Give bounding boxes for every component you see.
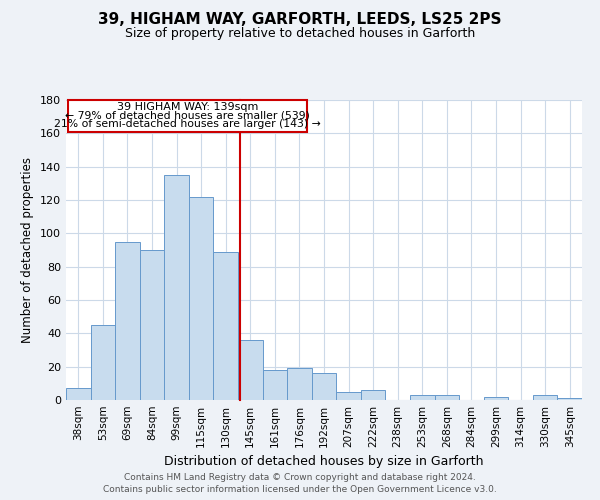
X-axis label: Distribution of detached houses by size in Garforth: Distribution of detached houses by size … (164, 456, 484, 468)
Bar (238, 340, 263, 400)
Text: Contains HM Land Registry data © Crown copyright and database right 2024.: Contains HM Land Registry data © Crown c… (124, 472, 476, 482)
Bar (557, 398, 582, 400)
Bar (214, 252, 238, 400)
Bar (140, 250, 164, 400)
Text: Contains public sector information licensed under the Open Government Licence v3: Contains public sector information licen… (103, 485, 497, 494)
Bar (410, 395, 434, 400)
Bar (66, 388, 91, 400)
Text: ← 79% of detached houses are smaller (539): ← 79% of detached houses are smaller (53… (65, 111, 310, 121)
Bar (312, 374, 336, 400)
Text: 21% of semi-detached houses are larger (143) →: 21% of semi-detached houses are larger (… (54, 119, 321, 129)
Text: 39, HIGHAM WAY, GARFORTH, LEEDS, LS25 2PS: 39, HIGHAM WAY, GARFORTH, LEEDS, LS25 2P… (98, 12, 502, 28)
Bar (115, 242, 140, 400)
Bar (533, 395, 557, 400)
Text: Size of property relative to detached houses in Garforth: Size of property relative to detached ho… (125, 28, 475, 40)
Bar (164, 175, 189, 400)
Y-axis label: Number of detached properties: Number of detached properties (22, 157, 34, 343)
Bar (91, 325, 115, 400)
Bar (189, 196, 214, 400)
FancyBboxPatch shape (68, 100, 307, 132)
Bar (336, 392, 361, 400)
Bar (287, 368, 312, 400)
Text: 39 HIGHAM WAY: 139sqm: 39 HIGHAM WAY: 139sqm (117, 102, 259, 113)
Bar (484, 396, 508, 400)
Bar (263, 370, 287, 400)
Bar (434, 395, 459, 400)
Bar (361, 390, 385, 400)
